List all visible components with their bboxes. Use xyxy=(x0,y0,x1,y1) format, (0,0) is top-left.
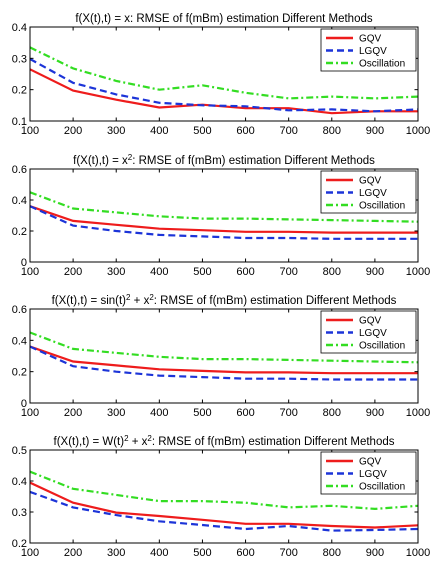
chart-panel-2: f(X(t),t) = x2: RMSE of f(mBm) estimatio… xyxy=(12,153,431,278)
x-tick-label: 300 xyxy=(107,407,125,419)
chart-title: f(X(t),t) = x: RMSE of f(mBm) estimation… xyxy=(75,13,373,25)
axes-box xyxy=(29,308,419,404)
y-tick-label: 0.4 xyxy=(12,335,27,347)
x-tick-label: 900 xyxy=(366,266,384,278)
x-tick-label: 800 xyxy=(323,547,341,559)
legend-label-oscillation: Oscillation xyxy=(359,482,405,493)
x-tick-label: 500 xyxy=(193,407,211,419)
legend-label-lgqv: LGQV xyxy=(359,188,387,199)
axes-box xyxy=(29,449,419,544)
axes-box xyxy=(29,26,419,122)
x-tick-label: 900 xyxy=(366,547,384,559)
x-tick-label: 500 xyxy=(193,266,211,278)
x-tick-label: 200 xyxy=(64,407,82,419)
x-tick-label: 200 xyxy=(64,266,82,278)
x-tick-label: 1000 xyxy=(406,266,430,278)
x-tick-label: 700 xyxy=(279,547,297,559)
x-tick-label: 200 xyxy=(64,547,82,559)
legend-label-lgqv: LGQV xyxy=(359,328,387,339)
y-tick-label: 0.1 xyxy=(12,116,27,128)
y-tick-label: 0.5 xyxy=(12,445,27,457)
x-tick-label: 100 xyxy=(21,266,39,278)
series-line-oscillation xyxy=(30,331,418,364)
y-tick-label: 0.2 xyxy=(12,226,27,238)
x-tick-label: 600 xyxy=(236,125,254,137)
series-line-gqv xyxy=(30,481,418,529)
series-line-lgqv xyxy=(30,345,418,381)
chart-panel-4: f(X(t),t) = W(t)2 + x2: RMSE of f(mBm) e… xyxy=(12,434,431,559)
y-tick-label: 0.4 xyxy=(12,22,27,34)
chart-panel-1: f(X(t),t) = x: RMSE of f(mBm) estimation… xyxy=(12,13,431,137)
x-tick-label: 600 xyxy=(236,547,254,559)
x-tick-label: 300 xyxy=(107,125,125,137)
x-tick-label: 600 xyxy=(236,266,254,278)
series-line-gqv xyxy=(30,205,418,234)
x-tick-label: 300 xyxy=(107,547,125,559)
legend-label-gqv: GQV xyxy=(359,176,382,187)
x-tick-label: 900 xyxy=(366,125,384,137)
x-tick-label: 1000 xyxy=(406,407,430,419)
chart-title: f(X(t),t) = x2: RMSE of f(mBm) estimatio… xyxy=(73,153,375,167)
series-line-oscillation xyxy=(30,470,418,511)
x-tick-label: 300 xyxy=(107,266,125,278)
series-line-lgqv xyxy=(30,205,418,240)
series-line-lgqv xyxy=(30,490,418,532)
x-tick-label: 400 xyxy=(150,547,168,559)
series-line-lgqv xyxy=(30,58,418,113)
x-tick-label: 400 xyxy=(150,125,168,137)
y-tick-label: 0.4 xyxy=(12,195,27,207)
y-tick-label: 0 xyxy=(21,398,27,410)
series-line-oscillation xyxy=(30,46,418,100)
y-tick-label: 0.6 xyxy=(12,304,27,316)
x-tick-label: 800 xyxy=(323,125,341,137)
x-tick-label: 400 xyxy=(150,407,168,419)
x-tick-label: 600 xyxy=(236,407,254,419)
x-tick-label: 800 xyxy=(323,407,341,419)
x-tick-label: 900 xyxy=(366,407,384,419)
legend-label-oscillation: Oscillation xyxy=(359,201,405,212)
y-tick-label: 0.6 xyxy=(12,164,27,176)
y-tick-label: 0.2 xyxy=(12,85,27,97)
axes-box xyxy=(29,168,419,263)
y-tick-label: 0.2 xyxy=(12,367,27,379)
series-line-gqv xyxy=(30,345,418,375)
chart-title: f(X(t),t) = sin(t)2 + x2: RMSE of f(mBm)… xyxy=(52,293,397,307)
y-tick-label: 0.3 xyxy=(12,507,27,519)
legend-label-oscillation: Oscillation xyxy=(359,341,405,352)
y-tick-label: 0.4 xyxy=(12,476,27,488)
x-tick-label: 1000 xyxy=(406,125,430,137)
legend-label-gqv: GQV xyxy=(359,34,382,45)
x-tick-label: 500 xyxy=(193,547,211,559)
chart-panel-3: f(X(t),t) = sin(t)2 + x2: RMSE of f(mBm)… xyxy=(12,293,431,419)
legend-label-oscillation: Oscillation xyxy=(359,59,405,70)
series-line-oscillation xyxy=(30,191,418,223)
x-tick-label: 700 xyxy=(279,407,297,419)
x-tick-label: 1000 xyxy=(406,547,430,559)
x-tick-label: 800 xyxy=(323,266,341,278)
x-tick-label: 100 xyxy=(21,547,39,559)
x-tick-label: 100 xyxy=(21,407,39,419)
x-tick-label: 700 xyxy=(279,125,297,137)
legend-label-gqv: GQV xyxy=(359,316,382,327)
y-tick-label: 0.2 xyxy=(12,538,27,550)
legend-label-lgqv: LGQV xyxy=(359,469,387,480)
x-tick-label: 400 xyxy=(150,266,168,278)
x-tick-label: 700 xyxy=(279,266,297,278)
x-tick-label: 100 xyxy=(21,125,39,137)
y-tick-label: 0.3 xyxy=(12,53,27,65)
x-tick-label: 500 xyxy=(193,125,211,137)
chart-title: f(X(t),t) = W(t)2 + x2: RMSE of f(mBm) e… xyxy=(54,434,395,448)
y-tick-label: 0 xyxy=(21,257,27,269)
legend-label-lgqv: LGQV xyxy=(359,46,387,57)
x-tick-label: 200 xyxy=(64,125,82,137)
legend-label-gqv: GQV xyxy=(359,457,382,468)
